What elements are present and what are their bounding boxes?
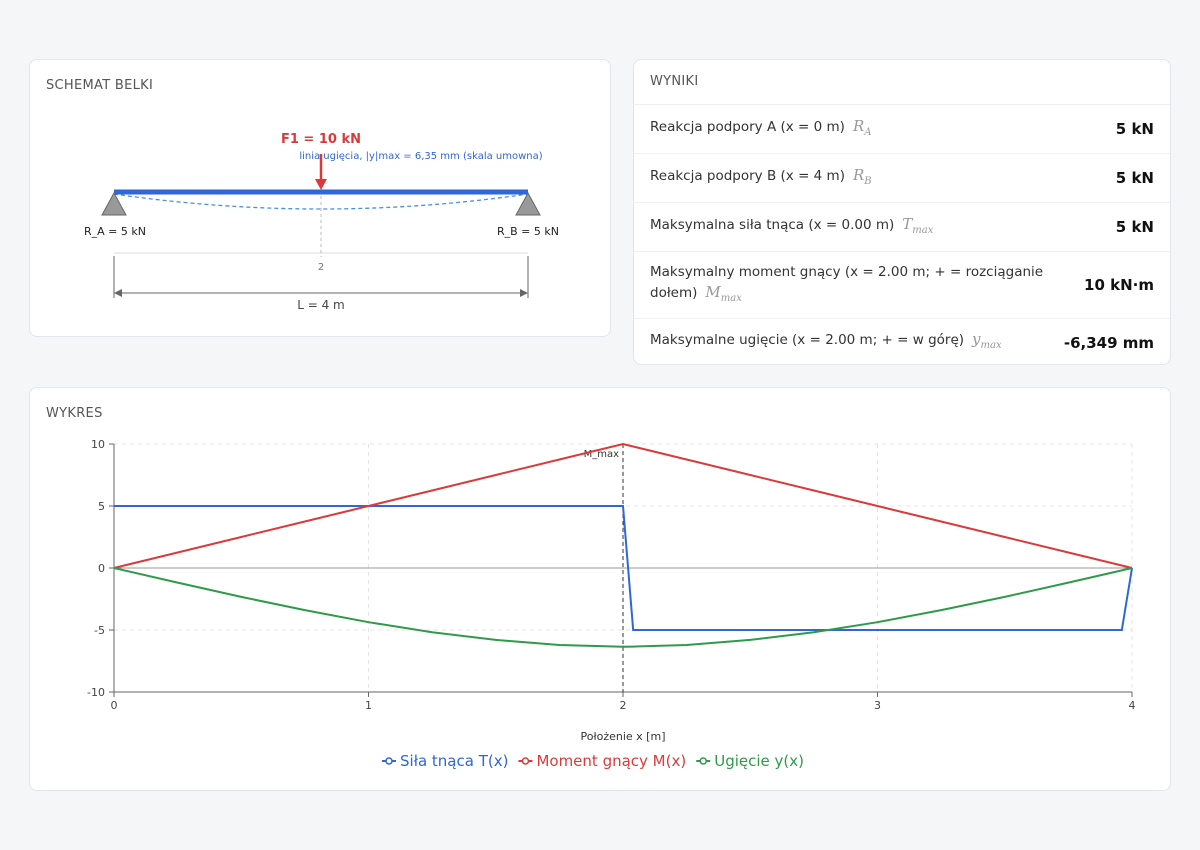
symbol-base: T <box>902 214 913 233</box>
legend-marker <box>521 757 530 765</box>
result-text: Maksymalna siła tnąca (x = 0.00 m) <box>650 216 895 233</box>
result-symbol: Tmax <box>902 214 934 236</box>
result-symbol: RA <box>852 116 872 138</box>
panel-title: SCHEMAT BELKI <box>46 78 154 93</box>
reaction-label: R_A = 5 kN <box>84 225 146 238</box>
position-label: 2 <box>318 262 324 273</box>
result-text: Maksymalne ugięcie (x = 2.00 m; + = w gó… <box>650 332 965 348</box>
y-tick-label: 0 <box>98 562 105 575</box>
symbol-base: M <box>705 282 721 301</box>
support-b <box>515 191 541 216</box>
series-line <box>113 442 1133 569</box>
support-a <box>101 191 127 216</box>
x-tick-label: 4 <box>1129 699 1136 712</box>
y-tick-label: -5 <box>94 624 105 637</box>
force-label: F1 = 10 kN <box>281 132 361 147</box>
result-label: Maksymalny moment gnący (x = 2.00 m; + =… <box>650 262 1070 309</box>
deflection-curve <box>113 193 529 210</box>
y-tick-label: -10 <box>87 686 105 699</box>
legend-label: Ugięcie y(x) <box>714 752 804 770</box>
result-label: Reakcja podpory A (x = 0 m) RA <box>650 116 871 143</box>
symbol-subscript: max <box>720 292 742 304</box>
y-tick-label: 5 <box>98 500 105 513</box>
deflection-note: linia ugięcia, |y|max = 6,35 mm (skala u… <box>299 151 542 162</box>
symbol-base: R <box>852 116 865 135</box>
chart-panel: WYKRES Położenie x [m] 0 1 2 3 4 -10 -5 0 5 10 M_m… <box>29 387 1171 791</box>
symbol-subscript: A <box>864 126 872 138</box>
result-row: Reakcja podpory A (x = 0 m) RA 5 kN <box>634 104 1170 153</box>
result-value: 5 kN <box>1115 169 1154 187</box>
symbol-subscript: B <box>864 175 872 187</box>
result-row: Reakcja podpory B (x = 4 m) RB 5 kN <box>634 153 1170 202</box>
result-value: 10 kN·m <box>1084 276 1154 294</box>
result-label: Maksymalne ugięcie (x = 2.00 m; + = w gó… <box>650 329 1002 356</box>
x-tick-label: 1 <box>365 699 372 712</box>
symbol-base: y <box>972 330 981 348</box>
x-tick-label: 0 <box>111 699 118 712</box>
symbol-subscript: max <box>980 340 1002 351</box>
result-label: Maksymalna siła tnąca (x = 0.00 m) Tmax <box>650 214 933 241</box>
series-line <box>113 567 1133 648</box>
result-label: Reakcja podpory B (x = 4 m) RB <box>650 165 872 192</box>
annotation-label: M_max <box>584 449 619 460</box>
legend-label: Moment gnący M(x) <box>536 752 686 770</box>
symbol-subscript: max <box>912 224 934 236</box>
result-row: Maksymalna siła tnąca (x = 0.00 m) Tmax 5 … <box>634 202 1170 251</box>
panel-title: WYNIKI <box>650 74 699 89</box>
result-symbol: RB <box>852 165 872 187</box>
series-line <box>114 505 1133 631</box>
span-label: L = 4 m <box>297 298 345 312</box>
force-arrowhead <box>315 179 327 190</box>
schema-panel: SCHEMAT BELKI F1 = 10 kN linia ugięcia, … <box>29 59 611 337</box>
y-tick-label: 10 <box>91 438 105 451</box>
beam-diagram: F1 = 10 kN linia ugięcia, |y|max = 6,35 … <box>84 132 559 312</box>
panel-title: WYKRES <box>46 406 103 421</box>
symbol-base: R <box>852 165 865 184</box>
x-tick-label: 3 <box>874 699 881 712</box>
chart: Położenie x [m] 0 1 2 3 4 -10 -5 0 5 10 M_max Siła … <box>87 438 1136 770</box>
result-row: Maksymalny moment gnący (x = 2.00 m; + =… <box>634 251 1170 318</box>
result-value: 5 kN <box>1115 120 1154 138</box>
result-value: -6,349 mm <box>1063 333 1154 352</box>
result-row: Maksymalne ugięcie (x = 2.00 m; + = w gó… <box>634 318 1170 364</box>
result-text: Reakcja podpory A (x = 0 m) <box>650 118 845 135</box>
reaction-label: R_B = 5 kN <box>497 225 559 238</box>
result-symbol: ymax <box>972 330 1002 351</box>
legend-label: Siła tnąca T(x) <box>400 752 508 770</box>
legend-marker <box>385 757 393 765</box>
result-text: Reakcja podpory B (x = 4 m) <box>650 167 845 184</box>
x-axis-label: Położenie x [m] <box>581 730 666 743</box>
result-value: 5 kN <box>1115 218 1154 236</box>
result-symbol: Mmax <box>705 282 742 304</box>
x-tick-label: 2 <box>620 699 627 712</box>
result-text: Maksymalny moment gnący (x = 2.00 m; + =… <box>650 263 1044 301</box>
legend-marker <box>699 757 707 765</box>
results-panel: WYNIKI Reakcja podpory A (x = 0 m) RA 5 kN… <box>633 59 1171 365</box>
